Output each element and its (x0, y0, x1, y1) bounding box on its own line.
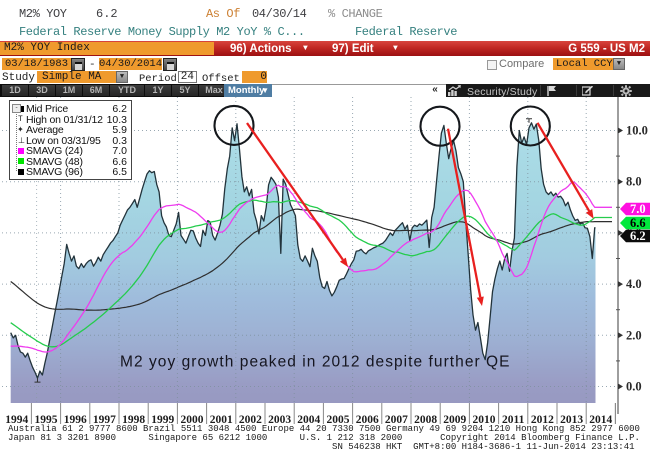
svg-text:4.0: 4.0 (626, 277, 642, 291)
svg-text:M2 yoy growth peaked in 2012 d: M2 yoy growth peaked in 2012 despite fur… (120, 354, 511, 371)
svg-text:7.0: 7.0 (630, 202, 646, 216)
svg-text:10.0: 10.0 (626, 124, 648, 138)
svg-text:2.0: 2.0 (626, 328, 642, 342)
svg-text:8.0: 8.0 (626, 175, 642, 189)
svg-text:0.0: 0.0 (626, 380, 642, 394)
svg-text:6.2: 6.2 (630, 229, 646, 243)
svg-text:6.6: 6.6 (630, 216, 646, 230)
